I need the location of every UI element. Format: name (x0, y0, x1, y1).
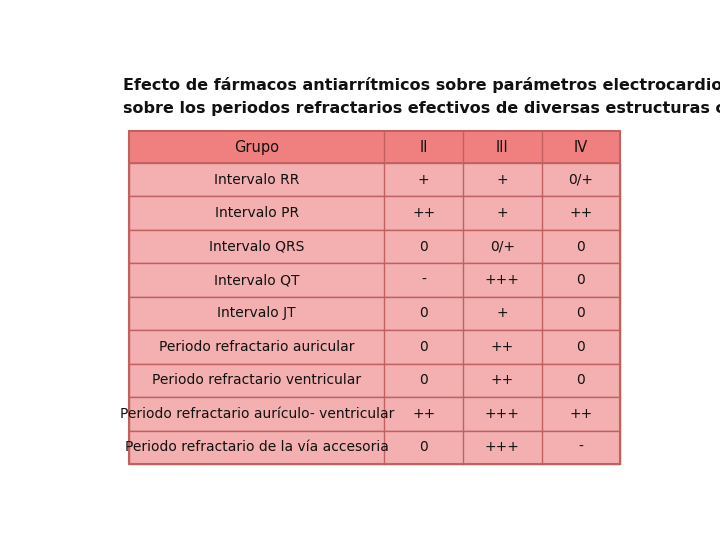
Text: +++: +++ (485, 440, 520, 454)
Text: ++: ++ (490, 340, 514, 354)
FancyBboxPatch shape (129, 163, 620, 197)
Text: 0: 0 (419, 440, 428, 454)
Text: +: + (496, 173, 508, 187)
Text: +: + (496, 206, 508, 220)
Text: Intervalo PR: Intervalo PR (215, 206, 299, 220)
Text: II: II (420, 140, 428, 154)
Text: III: III (496, 140, 508, 154)
Text: 0: 0 (577, 273, 585, 287)
FancyBboxPatch shape (129, 330, 620, 363)
FancyBboxPatch shape (129, 131, 620, 163)
FancyBboxPatch shape (129, 197, 620, 230)
Text: +++: +++ (485, 273, 520, 287)
Text: Grupo: Grupo (234, 140, 279, 154)
Text: ++: ++ (570, 407, 593, 421)
FancyBboxPatch shape (129, 230, 620, 264)
Text: Intervalo JT: Intervalo JT (217, 307, 296, 320)
Text: +: + (418, 173, 430, 187)
Text: 0: 0 (419, 240, 428, 254)
Text: 0: 0 (577, 307, 585, 320)
Text: 0: 0 (419, 307, 428, 320)
FancyBboxPatch shape (129, 397, 620, 430)
Text: +++: +++ (485, 407, 520, 421)
Text: ++: ++ (570, 206, 593, 220)
Text: Intervalo QT: Intervalo QT (214, 273, 300, 287)
Text: IV: IV (574, 140, 588, 154)
Text: Periodo refractario aurículo- ventricular: Periodo refractario aurículo- ventricula… (120, 407, 394, 421)
Text: +: + (496, 307, 508, 320)
Text: Periodo refractario auricular: Periodo refractario auricular (159, 340, 354, 354)
Text: 0: 0 (577, 240, 585, 254)
FancyBboxPatch shape (129, 430, 620, 464)
Text: 0: 0 (419, 373, 428, 387)
Text: -: - (578, 440, 583, 454)
Text: 0: 0 (419, 340, 428, 354)
Text: Intervalo RR: Intervalo RR (214, 173, 300, 187)
Text: 0: 0 (577, 373, 585, 387)
Text: Intervalo QRS: Intervalo QRS (209, 240, 305, 254)
Text: -: - (421, 273, 426, 287)
Text: 0/+: 0/+ (490, 240, 515, 254)
Text: Efecto de fármacos antiarrítmicos sobre parámetros electrocardiográficos y
sobre: Efecto de fármacos antiarrítmicos sobre … (124, 77, 720, 116)
Text: ++: ++ (490, 373, 514, 387)
Text: 0/+: 0/+ (568, 173, 593, 187)
FancyBboxPatch shape (129, 297, 620, 330)
FancyBboxPatch shape (129, 264, 620, 297)
Text: ++: ++ (412, 206, 436, 220)
Text: 0: 0 (577, 340, 585, 354)
FancyBboxPatch shape (129, 363, 620, 397)
Text: ++: ++ (412, 407, 436, 421)
Text: Periodo refractario ventricular: Periodo refractario ventricular (152, 373, 361, 387)
Text: Periodo refractario de la vía accesoria: Periodo refractario de la vía accesoria (125, 440, 389, 454)
